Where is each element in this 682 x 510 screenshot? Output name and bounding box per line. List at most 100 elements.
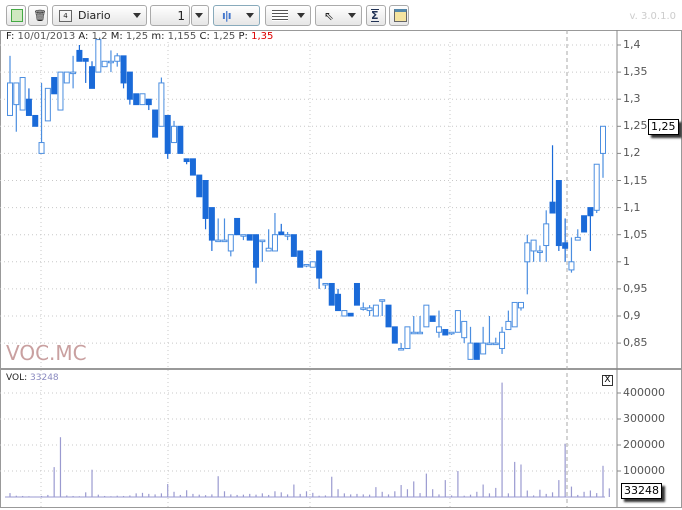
cursor-select[interactable]: ⇖ (315, 5, 362, 26)
chevron-down-icon (195, 13, 203, 18)
candle-body (95, 39, 102, 73)
info-low: 1,155 (167, 31, 197, 42)
candle-body (391, 326, 398, 344)
candle-body (246, 234, 253, 241)
candle-body (398, 348, 405, 351)
candle-body (183, 158, 190, 163)
y-tick-label: 1,4 (623, 38, 641, 51)
candle-body (240, 234, 247, 237)
candle-body (341, 310, 348, 317)
candle-body (19, 77, 26, 111)
info-f-label: F: (6, 31, 15, 42)
volume-tick-label: 100000 (623, 464, 665, 477)
candle-body (410, 331, 417, 335)
candle-body (480, 342, 487, 355)
candle-body (171, 125, 178, 144)
candle-body (372, 304, 379, 317)
multiplier-input[interactable]: 1 (150, 5, 190, 26)
chevron-down-icon (246, 13, 254, 18)
info-mn-label: m: (151, 31, 165, 42)
candle-body (164, 114, 171, 154)
save-button[interactable] (6, 5, 26, 26)
info-m-label: M: (110, 31, 123, 42)
candle-body (290, 234, 297, 257)
candle-body (7, 82, 13, 116)
candle-body (234, 217, 241, 236)
candle-body (253, 234, 260, 268)
candle-body (600, 125, 606, 154)
candle-body (423, 304, 430, 328)
candle-body (316, 250, 323, 279)
candle-body (259, 239, 266, 243)
candle-body (120, 55, 127, 84)
candle-body (32, 114, 39, 127)
indicators-select[interactable] (265, 5, 311, 26)
candle-body (347, 312, 354, 317)
toolbar: 🗑 4 Diario 1 ı|ı ⇖ Σ v. 3.0.1.0 (0, 0, 682, 31)
y-tick-label: 0,9 (623, 309, 641, 322)
candle-body (435, 326, 442, 333)
calendar-icon: 4 (59, 9, 72, 22)
volume-tick-label: 200000 (623, 438, 665, 451)
candle-body (505, 320, 512, 331)
candle-body (44, 87, 51, 122)
candle-body (63, 71, 70, 84)
trash-icon: 🗑 (33, 9, 47, 22)
candle-body (517, 301, 524, 309)
candle-body (442, 329, 449, 336)
last-volume-label: 33248 (621, 483, 662, 499)
candle-body (158, 82, 165, 127)
candle-body (574, 236, 581, 241)
multiplier-dropdown[interactable] (191, 5, 209, 26)
candle-body (549, 201, 556, 214)
candle-body (555, 180, 562, 247)
candle-body (107, 60, 114, 64)
candle-body (70, 71, 77, 75)
window-button[interactable] (389, 5, 409, 26)
chart-type-select[interactable]: ı|ı (213, 5, 260, 26)
period-select[interactable]: 4 Diario (52, 5, 147, 26)
candle-body (486, 342, 493, 346)
chevron-down-icon (348, 13, 356, 18)
sigma-button[interactable]: Σ (366, 5, 386, 26)
candle-body (38, 142, 45, 154)
y-tick-label: 1,35 (623, 65, 648, 79)
candle-body (379, 299, 386, 302)
candle-body (133, 93, 140, 106)
candle-body (328, 282, 335, 306)
candle-body (265, 247, 272, 252)
y-tick-label: 1,2 (623, 146, 641, 160)
candle-body (227, 234, 234, 252)
version-label: v. 3.0.1.0 (629, 11, 676, 22)
cursor-icon: ⇖ (324, 8, 335, 23)
volume-panel-frame (0, 369, 682, 508)
sigma-icon: Σ (371, 9, 379, 22)
delete-button[interactable]: 🗑 (28, 5, 48, 26)
close-volume-panel-button[interactable]: X (602, 375, 613, 386)
volume-label: VOL: 33248 (6, 373, 59, 383)
candle-body (593, 163, 600, 211)
candle-body (139, 93, 146, 106)
y-tick-label: 1 (623, 254, 630, 268)
candle-body (448, 331, 455, 335)
candlestick-icon: ı|ı (222, 9, 232, 22)
candle-body (353, 282, 360, 306)
y-tick-label: 1,25 (623, 119, 648, 133)
y-tick-label: 1,05 (623, 227, 648, 241)
candle-body (429, 315, 436, 322)
info-close: 1,25 (213, 31, 236, 42)
candle-body (25, 98, 32, 116)
candle-body (51, 77, 58, 95)
candle-body (461, 320, 468, 339)
candle-body (271, 234, 278, 252)
candle-body (360, 307, 367, 310)
info-a-label: A: (78, 31, 89, 42)
candle-body (177, 125, 184, 154)
candle-body (145, 98, 152, 106)
candle-body (208, 207, 215, 241)
candle-body (152, 109, 159, 138)
info-open: 1,2 (91, 31, 108, 42)
candle-body (189, 158, 196, 176)
candle-body (568, 261, 575, 271)
